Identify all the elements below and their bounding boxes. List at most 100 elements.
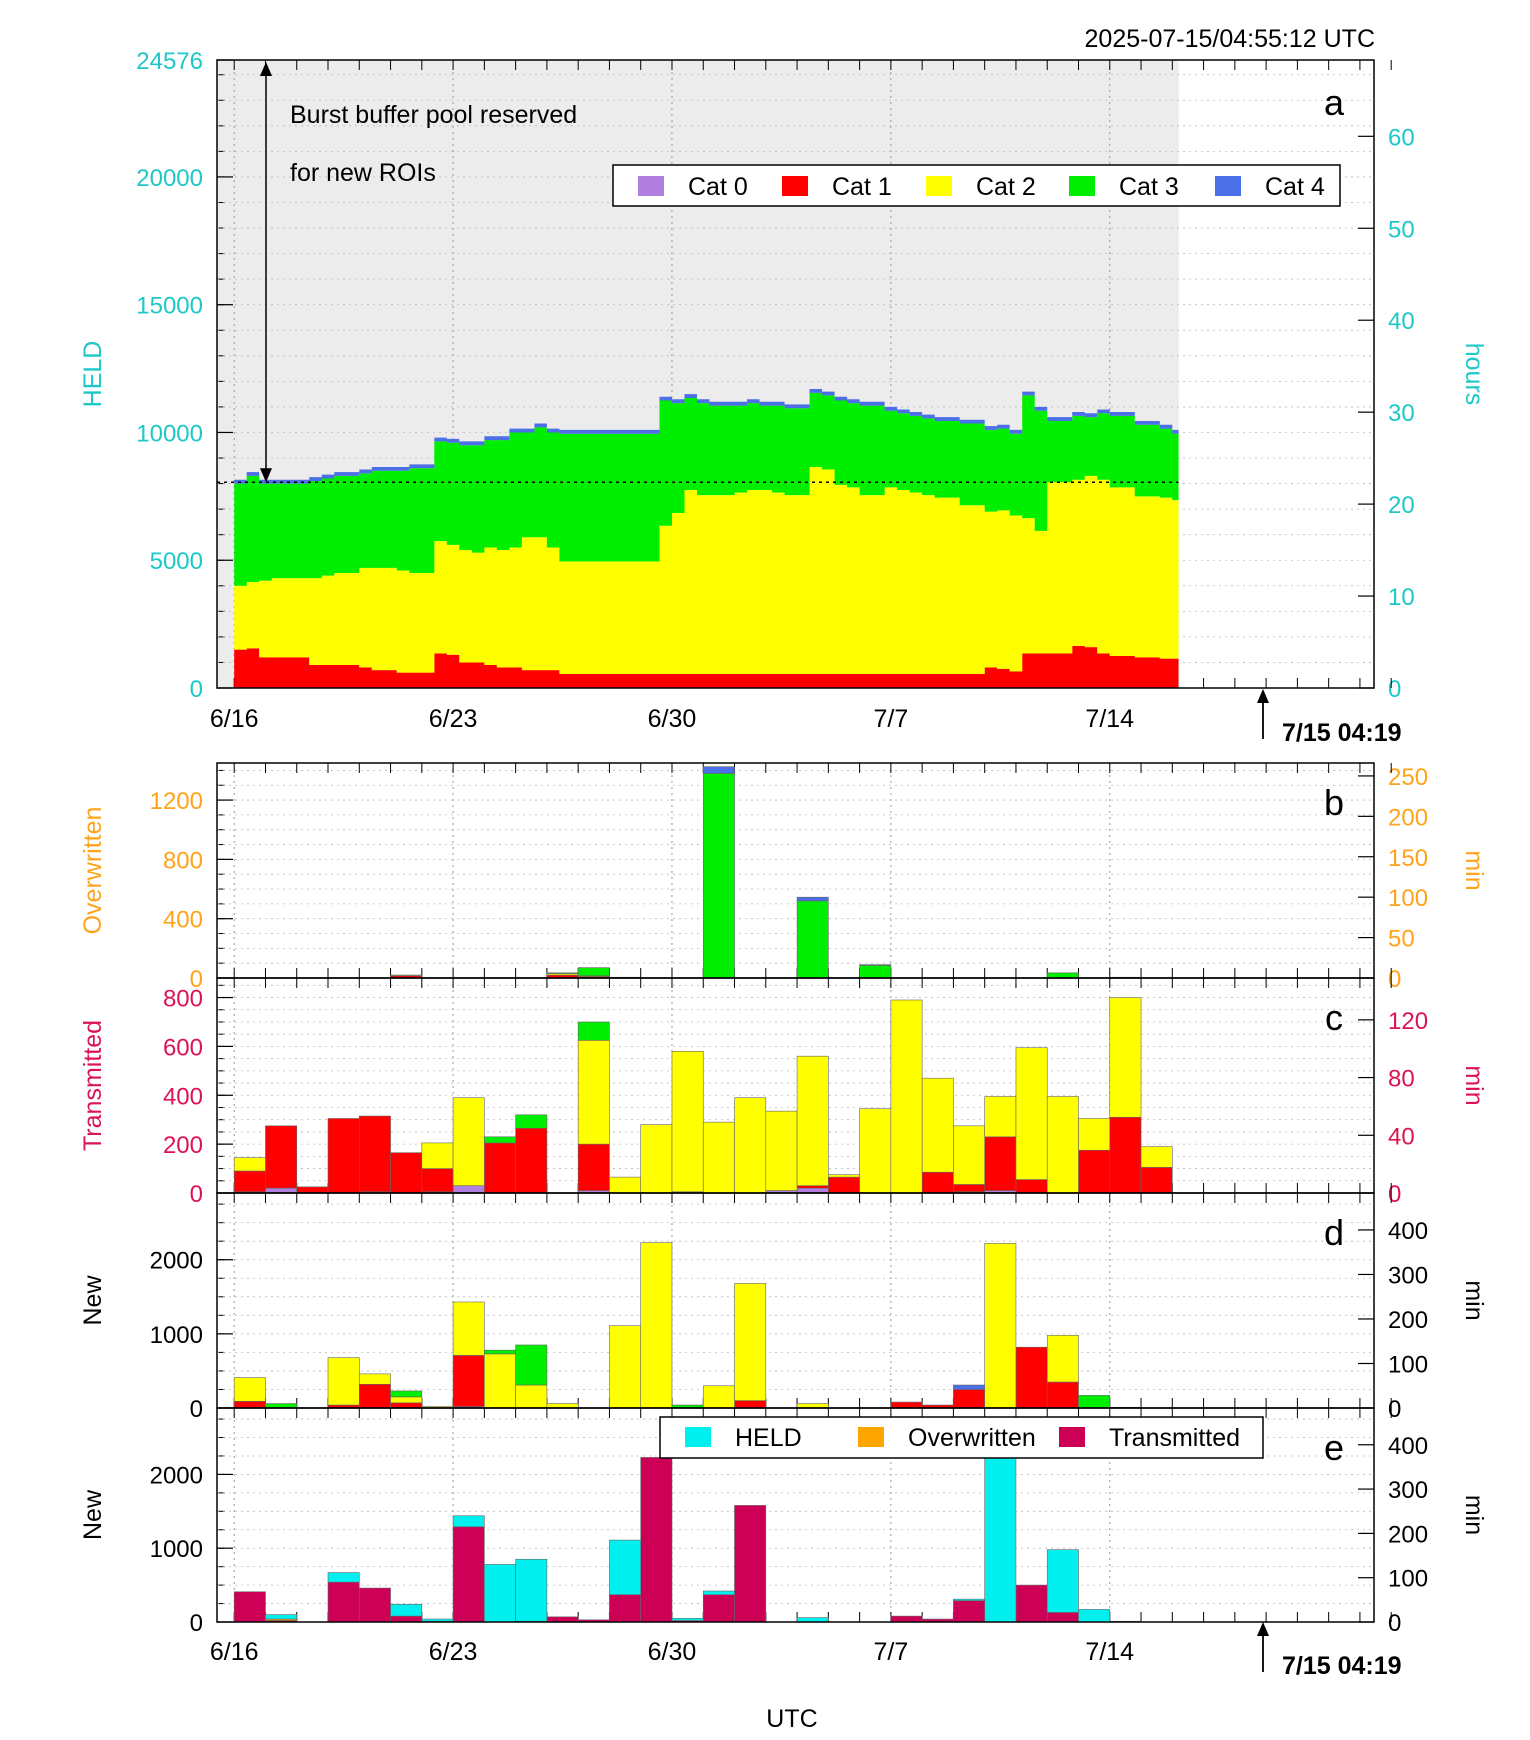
bar-cat-2 — [921, 1077, 954, 1173]
legend-label: Cat 1 — [832, 173, 892, 201]
bar-cat-2 — [327, 1357, 360, 1406]
bar-cat-3 — [1078, 1395, 1111, 1409]
bar-cat-3 — [390, 1390, 423, 1398]
panel-e: 0 1000 2000 0 100 200 300 400 — [150, 1408, 1428, 1637]
y-tick-label: 0 — [190, 676, 203, 703]
y2-tick-label: 60 — [1388, 124, 1415, 151]
bar-cat-3 — [1046, 972, 1079, 979]
y2-tick-label: 100 — [1388, 885, 1428, 912]
panel-a: 0 5000 10000 15000 20000 24576 0 10 20 30 40 50 60 Bu… — [136, 48, 1414, 703]
x-tick-label: 7/7 — [873, 705, 908, 733]
bar-cat-3 — [577, 967, 610, 977]
y-tick-label: 20000 — [136, 165, 203, 192]
bar-held — [265, 1614, 298, 1620]
panel-c: 0 200 400 600 800 0 40 80 120 — [163, 978, 1428, 1208]
bar-cat-1 — [1109, 1116, 1142, 1194]
x-tick-label: 6/23 — [429, 705, 478, 733]
bar-held — [953, 1598, 985, 1601]
bar-held — [609, 1539, 642, 1595]
bar-transmitted — [1015, 1584, 1048, 1623]
bar-cat-0 — [452, 1185, 485, 1194]
bar-cat-2 — [734, 1097, 767, 1194]
bar-transmitted — [358, 1587, 391, 1623]
x-tick-label: 6/23 — [429, 1638, 478, 1666]
y2-tick-label: 200 — [1388, 1521, 1428, 1548]
x-axis-title: UTC — [766, 1705, 817, 1733]
legend-categories: Cat 0 Cat 1 Cat 2 Cat 3 Cat 4 — [612, 164, 1341, 207]
now-label: 7/15 04:19 — [1282, 1652, 1402, 1680]
arrow-head-down — [260, 468, 272, 483]
legend-swatch-held — [685, 1427, 711, 1447]
y-tick-label: 24576 — [136, 48, 203, 75]
bar-cat-2 — [796, 1055, 829, 1186]
bar-cat-1 — [828, 1176, 860, 1194]
bar-cat-2 — [828, 1174, 860, 1178]
bar-cat-1 — [296, 1186, 329, 1194]
bar-cat-2 — [577, 1040, 610, 1145]
bar-cat-2 — [421, 1142, 454, 1169]
bar-cat-3 — [515, 1114, 548, 1129]
bar-cat-2 — [765, 1110, 798, 1191]
bar-cat-2 — [984, 1243, 1017, 1409]
bar-held — [484, 1564, 516, 1623]
bar-cat-2 — [609, 1176, 642, 1194]
panel-letter-d: d — [1324, 1212, 1344, 1253]
bar-held — [452, 1515, 485, 1528]
legend-label: Cat 4 — [1265, 173, 1325, 201]
bar-cat-4 — [859, 964, 892, 966]
bar-held — [671, 1618, 704, 1621]
bar-cat-2 — [671, 1050, 704, 1193]
bar-cat-3 — [484, 1136, 516, 1144]
bar-cat-2 — [702, 1121, 735, 1194]
y-tick-label: 0 — [190, 1396, 203, 1423]
y-tick-label: 2000 — [150, 1462, 203, 1489]
bar-cat-2 — [734, 1283, 767, 1401]
bar-cat-1 — [390, 1402, 423, 1409]
y2-axis-title: min — [1460, 1280, 1488, 1320]
y-tick-label: 800 — [163, 847, 203, 874]
x-tick-label: 6/30 — [648, 1638, 697, 1666]
bar-cat-1 — [1015, 1346, 1048, 1409]
bar-cat-1 — [358, 1383, 391, 1409]
bar-cat-2 — [452, 1097, 485, 1186]
y-axis-title: Overwritten — [79, 807, 107, 935]
bar-held — [421, 1618, 454, 1622]
bar-cat-3 — [515, 1344, 548, 1386]
bar-cat-1 — [796, 1185, 829, 1189]
bar-transmitted — [702, 1594, 735, 1623]
arrow-head-up — [260, 62, 272, 76]
legend-label: Transmitted — [1109, 1424, 1240, 1452]
y-axis-title: New — [79, 1489, 107, 1540]
legend-label: HELD — [735, 1424, 802, 1452]
y2-tick-label: 200 — [1388, 1307, 1428, 1334]
bar-transmitted — [890, 1615, 923, 1623]
y2-tick-label: 30 — [1388, 400, 1415, 427]
bar-cat-2 — [702, 1385, 735, 1409]
bar-transmitted — [640, 1457, 673, 1623]
bar-transmitted — [327, 1581, 360, 1623]
y-tick-label: 0 — [190, 1181, 203, 1208]
y2-tick-label: 0 — [1388, 966, 1401, 993]
bar-cat-2 — [1015, 1047, 1048, 1180]
timestamp-label: 2025-07-15/04:55:12 UTC — [1085, 25, 1375, 53]
y2-axis-title: min — [1460, 850, 1488, 890]
bar-cat-1 — [327, 1118, 360, 1194]
y-tick-label: 10000 — [136, 420, 203, 447]
y2-tick-label: 50 — [1388, 216, 1415, 243]
legend-swatch-cat-2 — [926, 176, 952, 196]
y2-tick-label: 100 — [1388, 1566, 1428, 1593]
bar-held — [1078, 1609, 1111, 1623]
y2-tick-label: 0 — [1388, 1610, 1401, 1637]
legend-label: Cat 0 — [688, 173, 748, 201]
bar-cat-2 — [1046, 1096, 1079, 1194]
bar-cat-2 — [1046, 1335, 1079, 1383]
y2-tick-label: 50 — [1388, 926, 1415, 953]
y-tick-label: 1200 — [150, 788, 203, 815]
y2-tick-label: 120 — [1388, 1008, 1428, 1035]
legend-box — [659, 1416, 1264, 1459]
bar-cat-1 — [577, 1143, 610, 1191]
bar-cat-1 — [421, 1168, 454, 1193]
bar-cat-2 — [859, 1108, 892, 1194]
bar-cat-3 — [484, 1349, 516, 1355]
bar-cat-1 — [1140, 1167, 1173, 1194]
